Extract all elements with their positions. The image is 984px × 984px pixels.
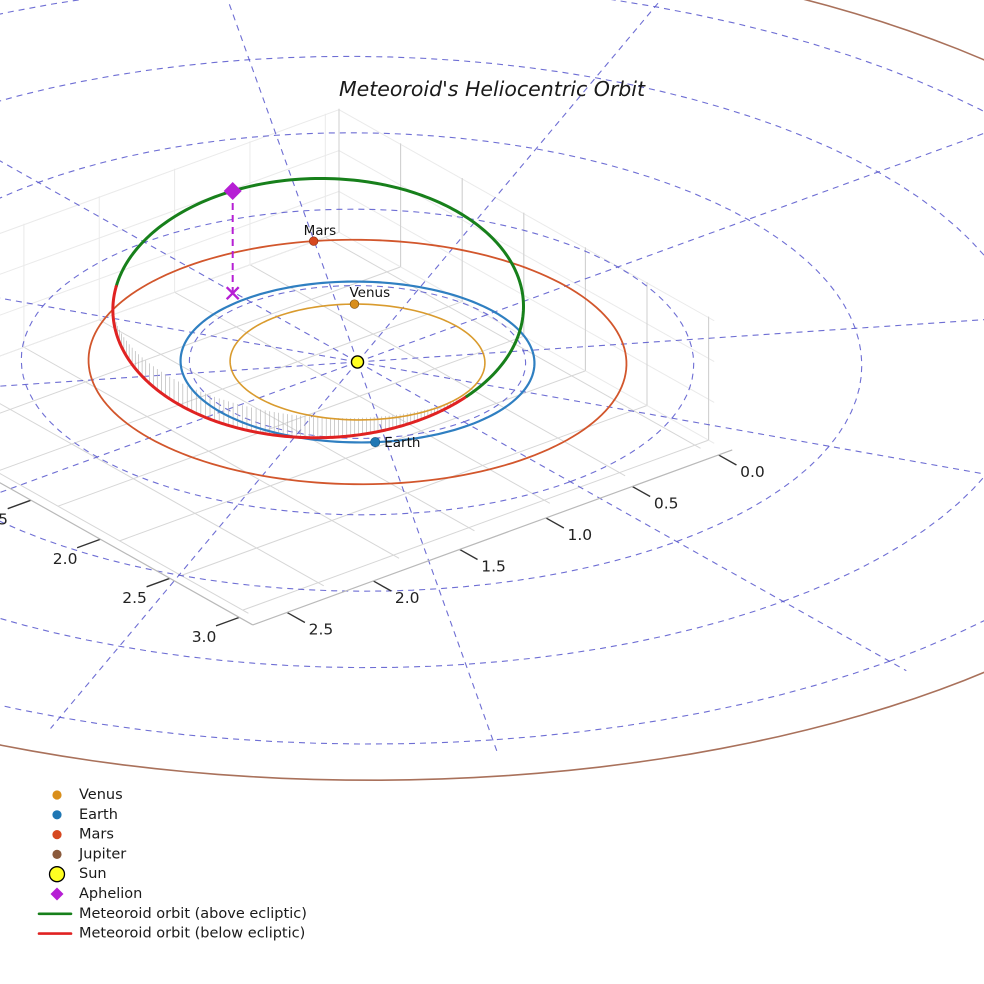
y-axis-tick-label: 0.0	[740, 463, 765, 481]
legend-item-label: Aphelion	[79, 886, 142, 902]
legend-marker-swatch	[52, 849, 62, 860]
legend-item-label: Mars	[79, 827, 114, 843]
y-axis-tick-label: 0.5	[654, 495, 679, 513]
meteoroid-orbit-path	[111, 176, 525, 440]
legend-item-label: Jupiter	[78, 846, 126, 862]
legend-item[interactable]: Mars	[52, 827, 114, 843]
axis-lines-and-ticks	[0, 449, 737, 627]
legend-item[interactable]: Venus	[52, 787, 123, 803]
x-axis-tick-label: 3.0	[192, 628, 217, 646]
y-axis-tick-label: 1.5	[481, 558, 506, 576]
legend-item[interactable]: Earth	[52, 807, 118, 823]
text-labels: 0.51.01.52.02.53.00.00.51.01.52.02.52.01…	[0, 77, 765, 646]
y-axis-tick-label: 2.5	[309, 621, 334, 639]
legend-marker-swatch	[52, 790, 62, 800]
legend-item-label: Venus	[79, 787, 123, 803]
legend-item-label: Earth	[79, 807, 118, 823]
x-axis-tick-label: 2.0	[53, 550, 78, 568]
y-axis-tick-label: 2.0	[395, 589, 420, 607]
legend: Venus Earth Mars Jupiter Sun Aphelion Meteoroi…	[37, 787, 307, 942]
axes-panes	[0, 108, 715, 614]
legend-marker-swatch	[52, 830, 62, 840]
legend-item[interactable]: Jupiter	[52, 846, 126, 862]
y-axis-tick-label: 1.0	[568, 526, 593, 544]
legend-diamond-swatch	[50, 887, 64, 901]
legend-item[interactable]: Meteoroid orbit (above ecliptic)	[37, 906, 307, 922]
body-markers	[223, 181, 381, 448]
x-axis-tick-label: 2.5	[122, 589, 147, 607]
legend-sun-swatch	[48, 866, 66, 883]
legend-item[interactable]: Aphelion	[50, 886, 143, 902]
planet-orbit-paths	[0, 0, 984, 782]
legend-item[interactable]: Sun	[48, 866, 107, 883]
legend-item[interactable]: Meteoroid orbit (below ecliptic)	[37, 926, 305, 942]
page-title: Meteoroid's Heliocentric Orbit	[339, 77, 646, 101]
legend-item-label: Meteoroid orbit (above ecliptic)	[79, 906, 307, 922]
venus-label: Venus	[349, 285, 390, 301]
x-axis-tick-label: 1.5	[0, 511, 8, 529]
legend-marker-swatch	[52, 810, 62, 820]
earth-label: Earth	[384, 435, 420, 451]
mars-label: Mars	[304, 223, 337, 239]
legend-item-label: Sun	[79, 866, 107, 882]
orbit-drop-stems	[112, 292, 466, 438]
legend-item-label: Meteoroid orbit (below ecliptic)	[79, 926, 305, 942]
